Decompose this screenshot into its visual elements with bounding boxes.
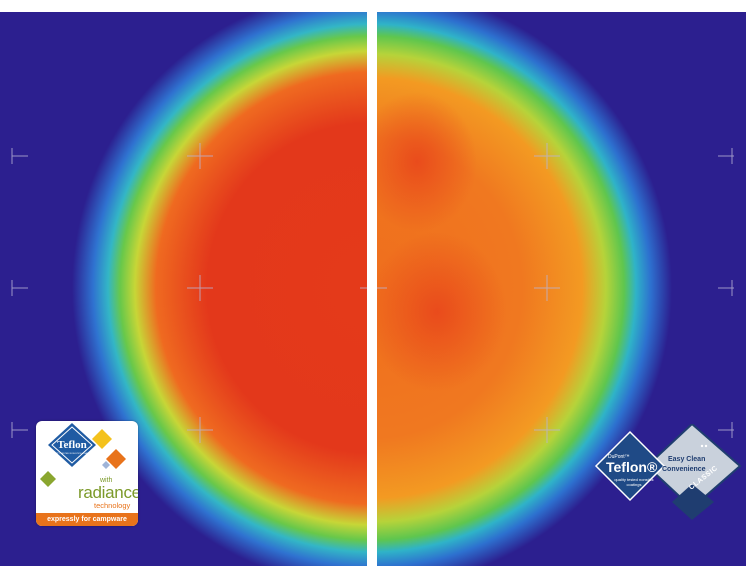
center-divider (367, 0, 377, 578)
campware-tagline: expressly for campware (36, 513, 138, 526)
star-icon (700, 444, 704, 448)
pan-heat-circle-left (72, 12, 367, 566)
teflon-diamond-icon (48, 423, 96, 467)
easy-clean-label: Easy Clean (668, 456, 706, 463)
classic-ribbon-icon (672, 484, 714, 520)
convenience-label: Convenience (662, 466, 706, 473)
technology-label: technology (94, 501, 131, 510)
teflon-radiance-logo-graphic: Teflon QUALITY TESTED NON-STICK COATINGS (40, 423, 126, 487)
small-diamond-icon (102, 461, 110, 469)
teflon-wordmark: Teflon (57, 439, 87, 451)
orange-diamond-icon (106, 449, 126, 469)
dupont-label: DuPont™ (608, 454, 630, 460)
thermal-heatmap-right (377, 12, 746, 566)
hot-spot (377, 92, 477, 232)
teflon-classic-badge: DuPont™ Teflon® quality tested nonstick … (592, 424, 742, 524)
yellow-diamond-icon (92, 429, 112, 449)
bottom-border (0, 566, 746, 578)
radiance-label: radiance (78, 483, 138, 502)
crosshair-markers-right (377, 143, 734, 443)
teflon-radiance-badge: Teflon QUALITY TESTED NON-STICK COATINGS… (36, 421, 138, 526)
hot-spot (377, 232, 507, 392)
thermal-image-right (377, 12, 746, 566)
teflon-diamond-icon (594, 430, 666, 502)
teflon-label: Teflon® (606, 459, 658, 475)
classic-badge-graphic (594, 424, 742, 520)
teflon-small-print: QUALITY TESTED NON-STICK COATINGS (50, 452, 94, 455)
star-icon (704, 444, 708, 448)
green-diamond-icon (40, 471, 56, 487)
with-label: with (100, 477, 113, 484)
crosshair-markers-left (11, 143, 367, 443)
quality-label: quality tested nonstick coatings (614, 477, 654, 487)
